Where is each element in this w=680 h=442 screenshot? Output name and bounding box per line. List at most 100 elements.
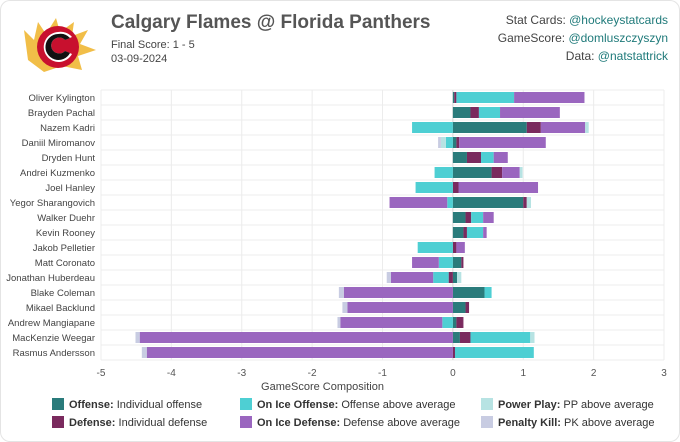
bar-segment bbox=[135, 332, 140, 343]
bar-segment bbox=[141, 347, 147, 358]
bar-segment bbox=[526, 122, 541, 133]
player-label: Oliver Kylington bbox=[28, 93, 95, 104]
bar-segment bbox=[452, 152, 467, 163]
x-tick-label: -1 bbox=[378, 368, 387, 379]
bar-segment bbox=[337, 317, 341, 328]
player-label: Walker Duehr bbox=[37, 213, 95, 224]
bar-segment bbox=[452, 317, 457, 328]
bar-segment bbox=[514, 92, 585, 103]
player-label: Blake Coleman bbox=[31, 288, 95, 299]
bar-segment bbox=[452, 227, 464, 238]
bar-segment bbox=[463, 227, 467, 238]
credit-handle-link[interactable]: @domluszczyszyn bbox=[568, 31, 668, 45]
bar-segment bbox=[445, 137, 453, 148]
bar-segment bbox=[433, 272, 449, 283]
player-label: Matt Coronato bbox=[35, 258, 95, 269]
legend-item: Defense: Individual defense bbox=[52, 416, 207, 429]
bar-segment bbox=[500, 107, 560, 118]
legend-item: Power Play: PP above average bbox=[481, 398, 654, 411]
bar-segment bbox=[458, 182, 539, 193]
bar-segment bbox=[483, 227, 487, 238]
legend-swatch bbox=[481, 416, 493, 428]
bar-segment bbox=[459, 137, 546, 148]
legend-item: On Ice Defense: Defense above average bbox=[240, 416, 460, 429]
bar-segment bbox=[585, 122, 589, 133]
credit-data: Data: @natstattrick bbox=[566, 49, 668, 63]
bar-segment bbox=[462, 317, 464, 328]
bar-segment bbox=[483, 212, 494, 223]
bar-segment bbox=[452, 212, 466, 223]
legend-item: Penalty Kill: PK above average bbox=[481, 416, 655, 429]
bar-segment bbox=[540, 122, 586, 133]
bar-segment bbox=[386, 272, 391, 283]
player-label: Jonathan Huberdeau bbox=[6, 273, 95, 284]
calgary-flames-logo bbox=[24, 18, 96, 72]
bar-segment bbox=[415, 182, 453, 193]
bar-segment bbox=[459, 332, 471, 343]
credit-handle-link[interactable]: @natstattrick bbox=[597, 49, 668, 63]
bar-segment bbox=[412, 122, 453, 133]
game-date: 03-09-2024 bbox=[111, 53, 168, 65]
bar-segment bbox=[438, 257, 453, 268]
x-tick-label: -5 bbox=[97, 368, 106, 379]
legend-swatch bbox=[240, 398, 252, 410]
bar-segment bbox=[456, 317, 463, 328]
bar-segment bbox=[452, 302, 466, 313]
bar-segment bbox=[342, 302, 348, 313]
legend-description: Individual defense bbox=[118, 417, 208, 429]
bar-segment bbox=[465, 302, 470, 313]
bar-segment bbox=[452, 122, 527, 133]
credit-handle-link[interactable]: @hockeystatcards bbox=[569, 13, 668, 27]
x-tick-label: 0 bbox=[450, 368, 456, 379]
player-label: Nazem Kadri bbox=[40, 123, 95, 134]
legend-name: On Ice Offense: bbox=[257, 399, 342, 411]
x-tick-label: 1 bbox=[520, 368, 526, 379]
bar-segment bbox=[471, 212, 484, 223]
bar-segment bbox=[461, 257, 464, 268]
chart-title: Calgary Flames @ Florida Panthers bbox=[111, 12, 431, 33]
x-tick-label: -3 bbox=[237, 368, 246, 379]
bar-segment bbox=[440, 137, 446, 148]
bar-segment bbox=[438, 137, 441, 148]
bar-segment bbox=[465, 212, 472, 223]
bar-segment bbox=[412, 257, 439, 268]
bar-segment bbox=[454, 347, 534, 358]
bar-segment bbox=[502, 167, 520, 178]
bar-segment bbox=[452, 107, 471, 118]
bar-segment bbox=[519, 167, 523, 178]
x-axis-label: GameScore Composition bbox=[261, 381, 384, 393]
legend-name: Defense: bbox=[69, 417, 119, 429]
legend-description: Individual offense bbox=[116, 399, 203, 411]
bar-segment bbox=[390, 272, 434, 283]
credit-gamescore: GameScore: @domluszczyszyn bbox=[498, 31, 668, 45]
final-score: Final Score: 1 - 5 bbox=[111, 39, 195, 51]
player-label: Rasmus Andersson bbox=[13, 348, 95, 359]
legend-item: On Ice Offense: Offense above average bbox=[240, 398, 456, 411]
bar-segment bbox=[481, 152, 494, 163]
x-tick-label: -2 bbox=[308, 368, 317, 379]
bar-segment bbox=[456, 137, 460, 148]
player-label: Daniil Miromanov bbox=[22, 138, 96, 149]
legend-swatch bbox=[52, 398, 64, 410]
bar-segment bbox=[447, 197, 453, 208]
bar-segment bbox=[146, 347, 453, 358]
legend-swatch bbox=[481, 398, 493, 410]
bar-segment bbox=[452, 287, 485, 298]
bar-segment bbox=[452, 332, 460, 343]
bar-segment bbox=[139, 332, 453, 343]
player-label: Andrew Mangiapane bbox=[8, 318, 95, 329]
bar-segment bbox=[526, 197, 531, 208]
player-label: Jakob Pelletier bbox=[33, 243, 95, 254]
bar-segment bbox=[493, 152, 508, 163]
bar-segment bbox=[452, 167, 492, 178]
bar-segment bbox=[452, 242, 457, 253]
bar-segment bbox=[452, 92, 455, 103]
bar-segment bbox=[530, 332, 535, 343]
credit-label: Data: bbox=[565, 49, 598, 63]
player-label: MacKenzie Weegar bbox=[12, 333, 95, 344]
bar-segment bbox=[389, 197, 448, 208]
bar-segment bbox=[452, 347, 455, 358]
x-tick-label: 2 bbox=[591, 368, 597, 379]
legend-description: Offense above average bbox=[341, 399, 456, 411]
bar-segment bbox=[484, 287, 492, 298]
